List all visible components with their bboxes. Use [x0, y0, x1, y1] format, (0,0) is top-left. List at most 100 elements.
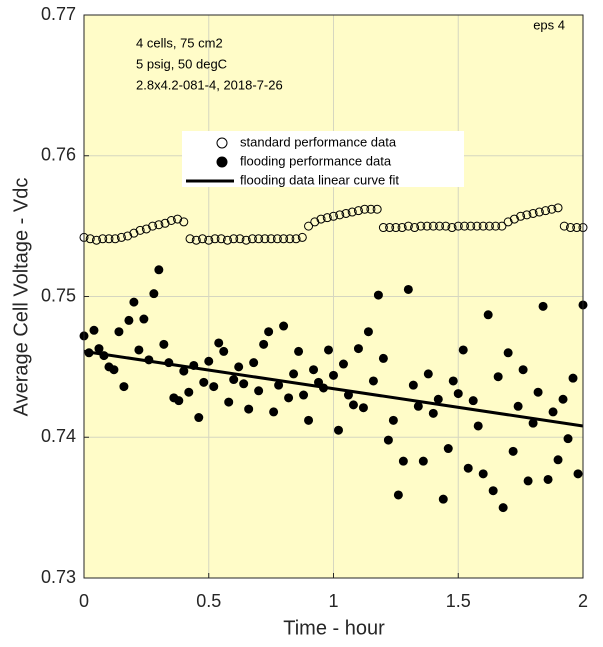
- annotation: 5 psig, 50 degC: [136, 56, 227, 71]
- data-point: [134, 345, 144, 355]
- data-point: [166, 215, 176, 225]
- data-point: [324, 345, 334, 355]
- data-point: [91, 235, 101, 245]
- y-tick-label: 0.73: [41, 567, 76, 587]
- data-point: [266, 234, 276, 244]
- data-point: [447, 223, 457, 233]
- data-point: [538, 301, 548, 311]
- data-point: [413, 401, 423, 411]
- data-point: [279, 234, 289, 244]
- data-point: [184, 387, 194, 397]
- data-point: [116, 232, 126, 242]
- data-point: [453, 221, 463, 231]
- y-tick-label: 0.75: [41, 285, 76, 305]
- data-point: [468, 396, 478, 406]
- data-point: [149, 289, 159, 299]
- data-point: [209, 382, 219, 392]
- data-point: [124, 315, 134, 325]
- data-point: [329, 211, 338, 221]
- data-point: [573, 469, 583, 479]
- data-point: [547, 204, 557, 214]
- data-point: [141, 224, 151, 234]
- data-point: [264, 327, 274, 337]
- data-point: [214, 338, 224, 348]
- data-point: [216, 234, 226, 244]
- data-point: [222, 235, 232, 245]
- data-point: [129, 297, 139, 307]
- data-point: [397, 223, 407, 233]
- data-point: [435, 221, 445, 231]
- data-point: [294, 346, 304, 356]
- annotation: 4 cells, 75 cm2: [136, 35, 223, 50]
- x-tick-label: 1.5: [446, 591, 471, 611]
- data-point: [185, 234, 195, 244]
- data-point: [428, 408, 438, 418]
- data-point: [191, 235, 201, 245]
- data-point: [559, 221, 569, 231]
- data-point: [534, 207, 544, 217]
- data-point: [89, 325, 99, 335]
- data-point: [483, 310, 493, 320]
- data-point: [260, 234, 270, 244]
- data-point: [458, 345, 468, 355]
- data-point: [493, 372, 503, 382]
- data-point: [198, 234, 208, 244]
- data-point: [297, 232, 307, 242]
- data-point: [459, 221, 469, 231]
- data-point: [114, 327, 124, 337]
- data-point: [234, 362, 244, 372]
- data-point: [518, 365, 528, 375]
- data-point: [385, 223, 395, 233]
- data-point: [466, 221, 476, 231]
- legend-label: standard performance data: [240, 134, 397, 149]
- data-point: [508, 446, 518, 456]
- data-point: [368, 376, 378, 386]
- data-point: [373, 290, 383, 300]
- data-point: [269, 407, 279, 417]
- data-point: [378, 223, 388, 233]
- data-point: [403, 221, 413, 231]
- data-point: [259, 339, 269, 349]
- data-point: [388, 415, 398, 425]
- data-point: [403, 284, 413, 294]
- data-point: [568, 373, 578, 383]
- data-point: [139, 314, 149, 324]
- data-point: [408, 380, 418, 390]
- data-point: [543, 474, 553, 484]
- data-point: [229, 375, 239, 385]
- fit-line: [83, 349, 584, 428]
- data-point: [548, 407, 558, 417]
- data-point: [159, 339, 169, 349]
- data-point: [174, 396, 184, 406]
- x-tick-label: 2: [578, 591, 588, 611]
- data-point: [104, 234, 114, 244]
- data-point: [498, 503, 508, 513]
- data-point: [309, 365, 319, 375]
- data-point: [254, 386, 264, 396]
- legend-label: flooding performance data: [240, 153, 392, 168]
- data-point: [472, 221, 482, 231]
- data-point: [304, 415, 314, 425]
- data-point: [129, 228, 139, 238]
- data-point: [98, 234, 108, 244]
- data-point: [284, 393, 294, 403]
- data-point: [179, 217, 189, 227]
- data-point: [160, 218, 170, 228]
- data-point: [478, 469, 488, 479]
- data-point: [383, 435, 393, 445]
- data-point: [229, 234, 239, 244]
- data-point: [109, 365, 119, 375]
- data-point: [353, 344, 363, 354]
- data-point: [194, 413, 204, 423]
- data-point: [516, 211, 526, 221]
- data-point: [522, 210, 532, 220]
- data-point: [509, 214, 519, 224]
- data-point: [239, 379, 249, 389]
- x-tick-label: 1: [328, 591, 338, 611]
- data-point: [254, 234, 264, 244]
- data-point: [566, 223, 576, 233]
- data-point: [322, 213, 332, 223]
- data-point: [353, 206, 363, 216]
- data-point: [372, 204, 382, 214]
